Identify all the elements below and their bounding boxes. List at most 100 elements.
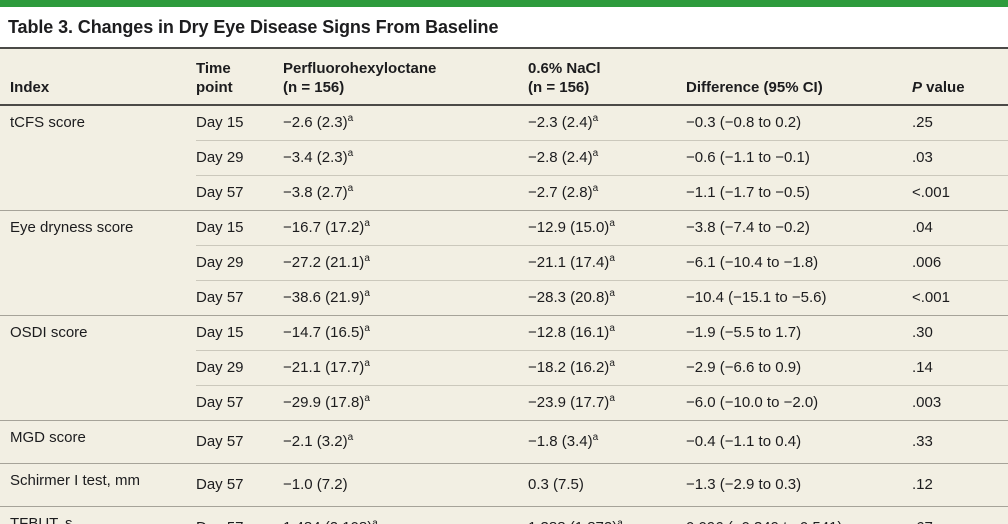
nacl-cell: −28.3 (20.8)a: [528, 280, 686, 316]
p-value-cell: .25: [912, 105, 1008, 141]
column-header-perfluorohexyloctane: Perfluorohexyloctane (n = 156): [283, 47, 528, 106]
time-point-cell: Day 57: [196, 463, 283, 507]
index-cell: TFBUT, s: [0, 506, 196, 524]
footnote-marker: a: [372, 518, 378, 524]
footnote-marker: a: [609, 323, 615, 334]
footnote-marker: a: [364, 393, 370, 404]
table-row: TFBUT, sDay 571.484 (2.108)a1.388 (1.872…: [0, 506, 1008, 524]
time-point-cell: Day 15: [196, 315, 283, 351]
time-point-cell: Day 29: [196, 245, 283, 281]
p-value-cell: .03: [912, 140, 1008, 176]
nacl-cell: −12.9 (15.0)a: [528, 210, 686, 246]
nacl-cell: −2.3 (2.4)a: [528, 105, 686, 141]
column-header-time-point: Time point: [196, 47, 283, 106]
index-cell: Eye dryness score: [0, 210, 196, 316]
time-point-cell: Day 29: [196, 350, 283, 386]
nacl-cell: 1.388 (1.872)a: [528, 506, 686, 524]
time-point-cell: Day 15: [196, 210, 283, 246]
table-row: Schirmer I test, mm Day 57 −1.0 (7.2) 0.3 (…: [0, 463, 1008, 507]
time-point-cell: Day 57: [196, 506, 283, 524]
perfluorohexyloctane-cell: −2.6 (2.3)a: [283, 105, 528, 141]
footnote-marker: a: [609, 393, 615, 404]
index-cell: MGD score: [0, 420, 196, 464]
footnote-marker: a: [364, 323, 370, 334]
p-value-cell: .12: [912, 463, 1008, 507]
perfluorohexyloctane-cell: −3.4 (2.3)a: [283, 140, 528, 176]
footnote-marker: a: [347, 113, 354, 124]
difference-cell: −10.4 (−15.1 to −5.6): [686, 280, 912, 316]
perfluorohexyloctane-cell: 1.484 (2.108)a: [283, 506, 528, 524]
p-value-cell: .14: [912, 350, 1008, 386]
footnote-marker: a: [347, 148, 354, 159]
table-row: OSDI score Day 15 −14.7 (16.5)a −12.8 (16.1…: [0, 315, 1008, 421]
footnote-marker: a: [609, 358, 615, 369]
p-value-cell: .30: [912, 315, 1008, 351]
perfluorohexyloctane-cell: −16.7 (17.2)a: [283, 210, 528, 246]
footnote-marker: a: [364, 253, 370, 264]
time-point-cell: Day 29: [196, 140, 283, 176]
column-header-nacl: 0.6% NaCl (n = 156): [528, 47, 686, 106]
footnote-marker: a: [592, 148, 599, 159]
difference-cell: −1.3 (−2.9 to 0.3): [686, 463, 912, 507]
footnote-marker: a: [364, 288, 370, 299]
p-value-cell: .67: [912, 506, 1008, 524]
nacl-cell: −12.8 (16.1)a: [528, 315, 686, 351]
table-row: Day 29 −3.4 (2.3)a −2.8 (2.4)a −0.6 (−1.1 t…: [0, 140, 1008, 176]
perfluorohexyloctane-cell: −14.7 (16.5)a: [283, 315, 528, 351]
difference-cell: −6.0 (−10.0 to −2.0): [686, 385, 912, 421]
footnote-marker: a: [592, 113, 599, 124]
nacl-cell: −21.1 (17.4)a: [528, 245, 686, 281]
index-cell: tCFS score: [0, 105, 196, 211]
nacl-cell: −1.8 (3.4)a: [528, 420, 686, 464]
perfluorohexyloctane-cell: −38.6 (21.9)a: [283, 280, 528, 316]
table-title: Table 3. Changes in Dry Eye Disease Sign…: [8, 17, 499, 37]
p-value-rest: value: [922, 79, 965, 96]
perfluorohexyloctane-cell: −21.1 (17.7)a: [283, 350, 528, 386]
footnote-marker: a: [347, 432, 354, 443]
difference-cell: −6.1 (−10.4 to −1.8): [686, 245, 912, 281]
time-point-cell: Day 57: [196, 385, 283, 421]
footnote-marker: a: [617, 518, 623, 524]
p-value-italic-p: P: [912, 79, 923, 96]
p-value-cell: .006: [912, 245, 1008, 281]
p-value-cell: .003: [912, 385, 1008, 421]
time-point-cell: Day 57: [196, 280, 283, 316]
nacl-cell: −2.7 (2.8)a: [528, 175, 686, 211]
index-cell: Schirmer I test, mm: [0, 463, 196, 507]
table-row: tCFS score Day 15 −2.6 (2.3)a −2.3 (2.4)a −0…: [0, 105, 1008, 211]
nacl-cell: −18.2 (16.2)a: [528, 350, 686, 386]
table-row: Day 57 −3.8 (2.7)a −2.7 (2.8)a −1.1 (−1.7 t…: [0, 175, 1008, 211]
nacl-cell: −23.9 (17.7)a: [528, 385, 686, 421]
perfluorohexyloctane-cell: −3.8 (2.7)a: [283, 175, 528, 211]
column-header-index: Index: [0, 47, 196, 106]
perfluorohexyloctane-cell: −27.2 (21.1)a: [283, 245, 528, 281]
accent-bar: [0, 0, 1008, 7]
table-row: Day 57 −38.6 (21.9)a −28.3 (20.8)a −10.4 (−…: [0, 280, 1008, 316]
column-header-p-value: P value: [912, 47, 1008, 106]
difference-cell: −0.3 (−0.8 to 0.2): [686, 105, 912, 141]
column-header-difference: Difference (95% CI): [686, 47, 912, 106]
footnote-marker: a: [609, 288, 615, 299]
difference-cell: −2.9 (−6.6 to 0.9): [686, 350, 912, 386]
difference-cell: −1.9 (−5.5 to 1.7): [686, 315, 912, 351]
header-row: Index Time point Perfluorohexyloctane (n…: [0, 47, 1008, 106]
table-row: MGD score Day 57 −2.1 (3.2)a −1.8 (3.4)a −0.…: [0, 420, 1008, 464]
footnote-marker: a: [347, 183, 354, 194]
perfluorohexyloctane-cell: −2.1 (3.2)a: [283, 420, 528, 464]
table-row: Day 29 −21.1 (17.7)a −18.2 (16.2)a −2.9 (−6…: [0, 350, 1008, 386]
index-cell: OSDI score: [0, 315, 196, 421]
time-point-cell: Day 15: [196, 105, 283, 141]
nacl-cell: −2.8 (2.4)a: [528, 140, 686, 176]
footnote-marker: a: [609, 218, 615, 229]
p-value-cell: .04: [912, 210, 1008, 246]
p-value-cell: <.001: [912, 175, 1008, 211]
difference-cell: −0.6 (−1.1 to −0.1): [686, 140, 912, 176]
difference-cell: −3.8 (−7.4 to −0.2): [686, 210, 912, 246]
difference-cell: 0.096 (−0.349 to 0.541): [686, 506, 912, 524]
p-value-cell: <.001: [912, 280, 1008, 316]
footnote-marker: a: [364, 358, 370, 369]
footnote-marker: a: [609, 253, 615, 264]
footnote-marker: a: [364, 218, 370, 229]
table-row: Eye dryness score Day 15 −16.7 (17.2)a −12.…: [0, 210, 1008, 316]
table-body: tCFS score Day 15 −2.6 (2.3)a −2.3 (2.4)a −0…: [0, 105, 1008, 524]
